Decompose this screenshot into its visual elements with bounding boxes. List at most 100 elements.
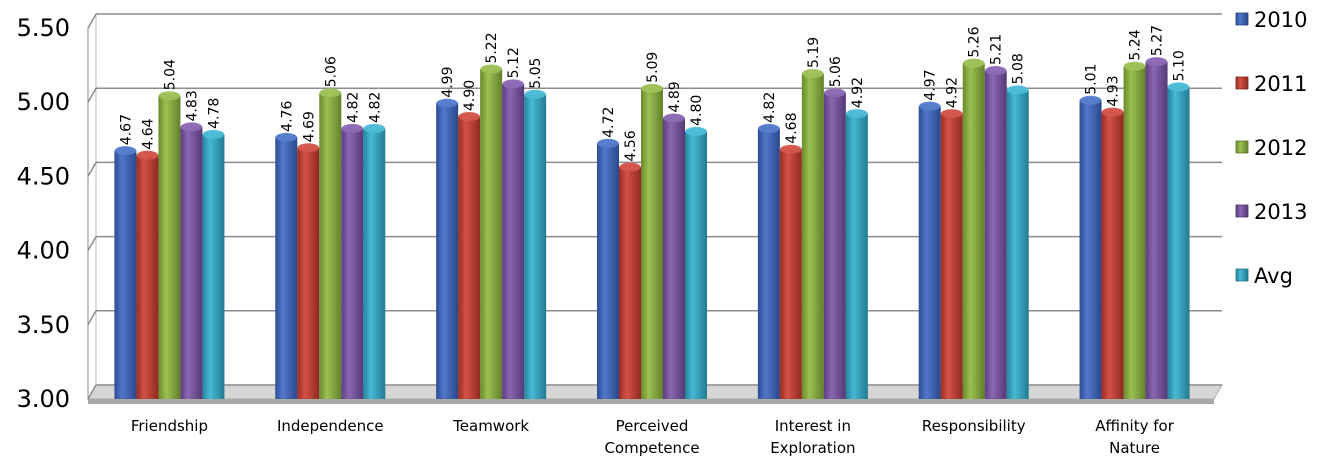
data-label: 4.72: [601, 107, 617, 138]
data-label: 5.09: [645, 52, 661, 83]
bar-cap: [1146, 58, 1168, 67]
x-tick-label: Independence: [277, 417, 384, 435]
y-tick-label: 5.50: [17, 14, 70, 42]
bar: [1167, 87, 1190, 400]
bar-cap: [1007, 86, 1029, 95]
gridline-depth: [87, 236, 97, 251]
bar: [180, 127, 203, 399]
bar-cap: [780, 145, 802, 154]
bar-cap: [802, 70, 824, 79]
data-label: 4.97: [923, 69, 939, 100]
data-label: 4.90: [462, 80, 478, 111]
legend-label: 2013: [1254, 200, 1307, 224]
bar-cap: [1124, 62, 1146, 71]
bar-cap: [363, 124, 385, 133]
x-tick-label-line: Independence: [277, 417, 384, 435]
bar-cap: [1080, 96, 1102, 105]
data-label: 5.05: [528, 58, 544, 89]
chart-floor-edge: [88, 399, 1214, 404]
data-label: 4.76: [279, 101, 295, 132]
bar-cap: [158, 92, 180, 101]
data-label: 4.82: [345, 92, 361, 123]
x-tick-label: Friendship: [131, 417, 208, 435]
bar: [480, 69, 503, 399]
data-label: 5.01: [1084, 64, 1100, 95]
gridline-depth: [87, 162, 97, 177]
data-label: 4.56: [623, 130, 639, 161]
data-label: 4.83: [184, 90, 200, 121]
bar-cap: [436, 99, 458, 108]
bar-cap: [846, 110, 868, 119]
bar-cap: [458, 113, 480, 122]
bar-cap: [480, 65, 502, 74]
y-tick-label: 3.50: [17, 311, 70, 339]
x-tick-label-line: Responsibility: [922, 417, 1026, 435]
x-axis: Friendship Independence Teamwork Perceived C…: [131, 417, 1175, 457]
data-label: 4.82: [367, 92, 383, 123]
bar: [1079, 100, 1102, 399]
gridline-depth: [87, 384, 97, 400]
bar-cap: [319, 89, 341, 98]
bar: [202, 134, 225, 399]
x-tick-label: Teamwork: [452, 417, 529, 435]
bar: [502, 84, 525, 399]
bar-cap: [641, 84, 663, 93]
legend-swatch: [1235, 268, 1249, 282]
x-tick-label-line: Nature: [1109, 439, 1160, 457]
data-label: 5.04: [162, 59, 178, 90]
bar-cap: [941, 110, 963, 119]
bar: [1123, 66, 1146, 400]
bar: [136, 155, 159, 399]
legend-swatch: [1235, 12, 1249, 26]
y-axis: 3.00 3.50 4.00 4.50 5.00 5.50: [17, 14, 70, 413]
y-tick-label: 4.00: [17, 237, 70, 265]
gridline-depth: [87, 13, 97, 29]
data-label: 4.82: [762, 92, 778, 123]
x-tick-label-line: Perceived: [616, 417, 689, 435]
bar: [663, 118, 685, 400]
x-tick-label-line: Competence: [604, 439, 699, 457]
legend-label: 2012: [1254, 136, 1307, 160]
bar-cap: [502, 80, 524, 89]
bar-cap: [985, 67, 1007, 76]
x-tick-label-line: Affinity for: [1095, 417, 1174, 435]
data-label: 5.08: [1011, 53, 1027, 84]
x-tick-label-line: Exploration: [770, 439, 855, 457]
bar: [436, 103, 459, 400]
data-label: 5.22: [484, 32, 500, 63]
bar: [158, 96, 181, 399]
data-label: 5.27: [1150, 25, 1166, 56]
data-label: 4.92: [850, 77, 866, 108]
data-label: 5.10: [1172, 50, 1188, 81]
data-label: 4.78: [206, 98, 222, 129]
bar: [1101, 112, 1124, 399]
data-label: 5.21: [989, 34, 1005, 65]
bar: [597, 143, 619, 399]
bar: [984, 71, 1007, 399]
bar-cap: [663, 114, 685, 123]
y-tick-label: 3.00: [17, 385, 70, 413]
data-label: 5.06: [828, 56, 844, 87]
bar: [1145, 62, 1168, 400]
legend-label: 2011: [1254, 72, 1307, 96]
bar: [524, 94, 547, 399]
bar: [619, 167, 641, 399]
data-label: 4.93: [1106, 75, 1122, 106]
bar-cap: [619, 163, 641, 172]
x-tick-label: Responsibility: [922, 417, 1026, 435]
bar: [801, 74, 824, 399]
bar-cap: [685, 127, 707, 136]
x-tick-label: Affinity for Nature: [1095, 417, 1174, 457]
data-label: 4.64: [140, 118, 156, 149]
bar-cap: [824, 89, 846, 98]
data-label: 4.80: [689, 95, 705, 126]
data-label: 4.69: [301, 111, 317, 142]
legend-label: 2010: [1254, 8, 1307, 32]
data-label: 4.92: [945, 77, 961, 108]
bar-cap: [758, 124, 780, 133]
x-tick-label-line: Friendship: [131, 417, 208, 435]
bar-cap: [180, 123, 202, 132]
bar-cap: [1102, 108, 1124, 117]
bar: [297, 148, 320, 399]
